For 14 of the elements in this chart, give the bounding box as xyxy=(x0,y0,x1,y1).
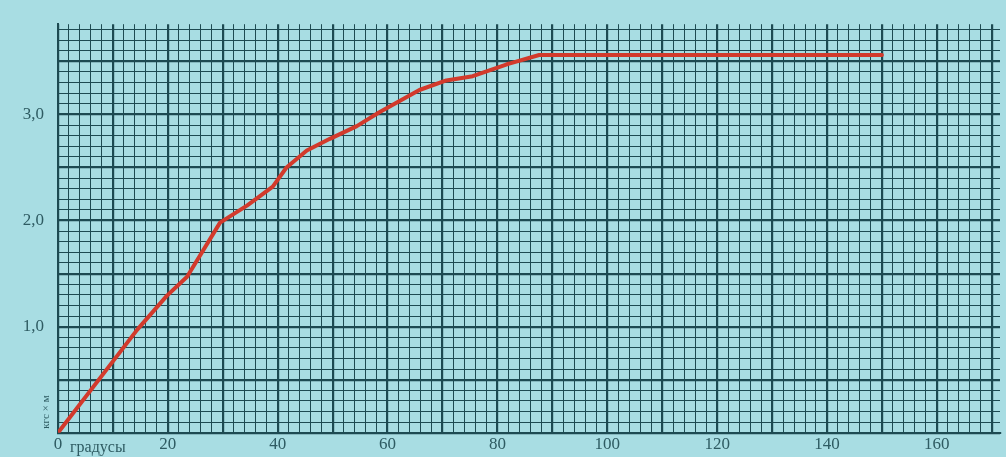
x-axis-title: градусы xyxy=(70,438,126,456)
x-tick-label: 120 xyxy=(704,434,730,454)
x-tick-label: 80 xyxy=(488,434,506,454)
y-axis-title: кгс × м xyxy=(38,395,51,429)
y-tick-label: 3,0 xyxy=(22,103,44,123)
x-tick-label: 20 xyxy=(159,434,177,454)
y-tick-label: 2,0 xyxy=(22,210,44,230)
x-tick-label: 100 xyxy=(594,434,621,454)
x-tick-label: 0 xyxy=(53,434,63,454)
x-tick-label: 160 xyxy=(924,434,950,454)
x-tick-label: 60 xyxy=(379,434,397,454)
y-tick-label: 1,0 xyxy=(22,316,44,336)
x-tick-label: 140 xyxy=(814,434,840,454)
x-tick-label: 40 xyxy=(269,434,287,454)
